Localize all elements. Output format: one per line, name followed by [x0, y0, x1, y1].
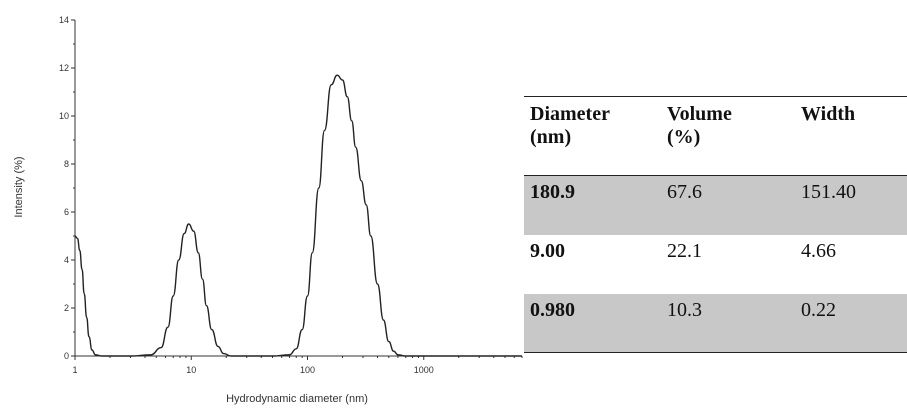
- y-tick-label: 12: [59, 63, 69, 73]
- intensity-series-line: [74, 74, 522, 357]
- cell-volume: 22.1: [667, 239, 702, 262]
- header-volume-line1: Volume: [667, 103, 732, 125]
- table-row: 0.980 10.3 0.22: [524, 293, 907, 353]
- header-volume-line2: (%): [667, 126, 701, 148]
- cell-diameter: 9.00: [530, 239, 565, 262]
- results-table: Diameter (nm) Volume (%) Width 180.9 67.6 …: [524, 96, 907, 353]
- y-tick-label: 14: [59, 15, 69, 25]
- chart-axes: [74, 20, 522, 357]
- header-diameter-line2: (nm): [530, 126, 572, 148]
- intensity-distribution-chart: 0 2 4 6 8 10 12 14 1 10 100 1000 Hydrodynamic diame…: [13, 15, 523, 405]
- cell-volume: 10.3: [661, 293, 795, 353]
- x-tick-label: 10: [186, 365, 196, 375]
- table-row: 9.00 22.1 4.66: [524, 235, 907, 294]
- header-diameter-line1: Diameter: [530, 103, 610, 125]
- cell-width: 4.66: [801, 239, 836, 262]
- cell-width: 151.40: [795, 175, 907, 235]
- header-volume: Volume (%): [661, 96, 795, 176]
- y-tick-label: 4: [64, 255, 69, 265]
- header-diameter: Diameter (nm): [524, 96, 661, 176]
- y-tick-label: 6: [64, 207, 69, 217]
- x-tick-label: 1: [72, 365, 77, 375]
- chart-ticks: 0 2 4 6 8 10 12 14 1 10 100 1000: [59, 15, 523, 375]
- table-header-row: Diameter (nm) Volume (%) Width: [524, 96, 907, 176]
- cell-diameter: 0.980: [524, 293, 661, 353]
- y-tick-label: 8: [64, 159, 69, 169]
- header-width-line1: Width: [801, 103, 856, 125]
- header-width: Width: [795, 96, 907, 176]
- y-tick-label: 0: [64, 351, 69, 361]
- y-tick-label: 10: [59, 111, 69, 121]
- cell-volume: 67.6: [661, 175, 795, 235]
- cell-width: 0.22: [795, 293, 907, 353]
- chart-series: [74, 74, 522, 357]
- table-row: 180.9 67.6 151.40: [524, 175, 907, 235]
- y-tick-label: 2: [64, 303, 69, 313]
- cell-diameter: 180.9: [524, 175, 661, 235]
- x-tick-label: 100: [300, 365, 315, 375]
- x-axis-title: Hydrodynamic diameter (nm): [226, 393, 368, 405]
- y-axis-title: Intensity (%): [13, 156, 25, 217]
- x-tick-label: 1000: [414, 365, 434, 375]
